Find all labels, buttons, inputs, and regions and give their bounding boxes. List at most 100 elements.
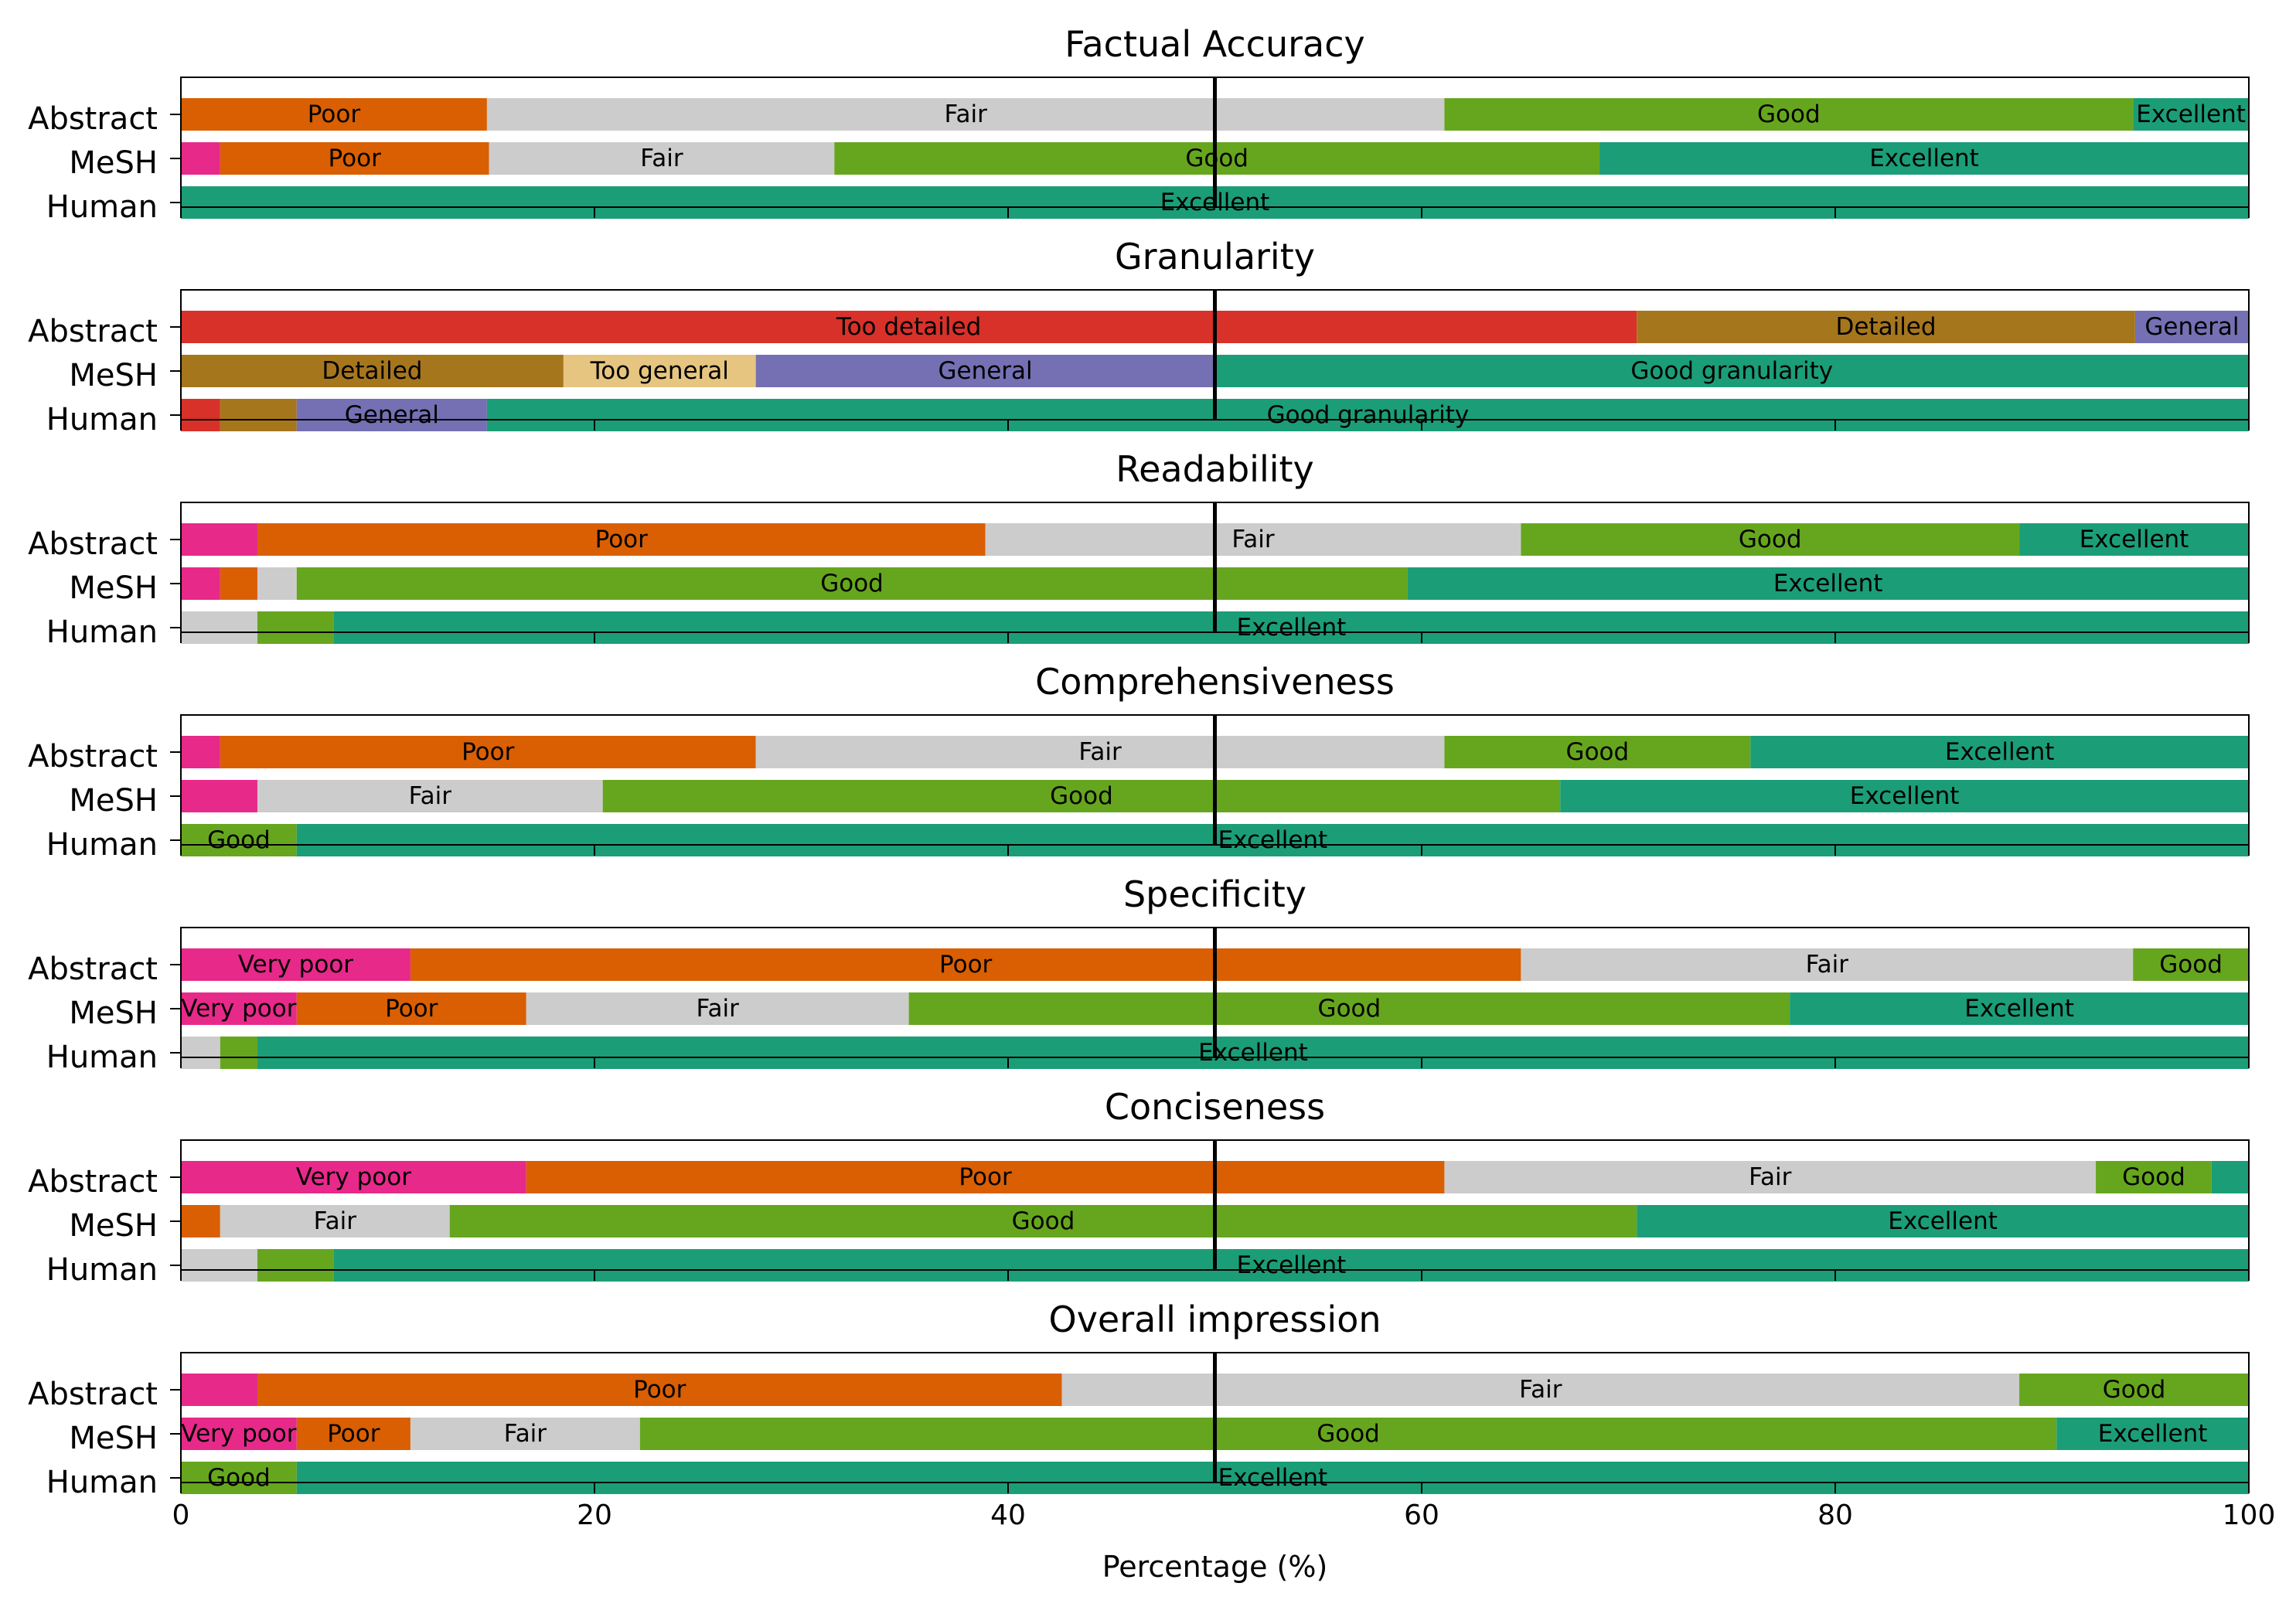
segment-label: Good <box>820 570 884 597</box>
row-label: MeSH <box>69 783 158 819</box>
bar-fair <box>1061 1374 2020 1406</box>
bar-poor <box>296 992 526 1025</box>
bar-poor <box>220 567 257 600</box>
segment-label: Good <box>1012 1207 1075 1235</box>
segment-label: Excellent <box>1773 570 1883 597</box>
segment-label: Poor <box>385 995 438 1023</box>
segment-label: General <box>2144 313 2239 341</box>
bar-excellent <box>333 611 2250 644</box>
x-tick-label: 0 <box>172 1500 190 1531</box>
bar-good <box>2019 1374 2249 1406</box>
x-axis-label: Percentage (%) <box>1102 1550 1328 1584</box>
bar-fair <box>489 142 835 175</box>
segment-label: Poor <box>633 1376 686 1404</box>
bar-good <box>296 567 1408 600</box>
bar-very-poor <box>181 736 220 768</box>
bar-good <box>257 611 334 644</box>
segment-label: Poor <box>329 145 382 172</box>
segment-label: Excellent <box>1237 614 1347 642</box>
bar-detailed <box>1637 311 2135 343</box>
bar-poor <box>257 523 986 556</box>
row-label: Abstract <box>28 1377 158 1412</box>
bar-excellent <box>333 1249 2250 1282</box>
segment-label: Poor <box>327 1420 380 1448</box>
row-label: Human <box>46 827 158 863</box>
bar-too-general <box>563 355 756 387</box>
row-label: MeSH <box>69 1421 158 1456</box>
panel-title: Overall impression <box>1048 1299 1381 1340</box>
segment-label: General <box>345 401 439 429</box>
bar-fair <box>486 98 1445 131</box>
bar-excellent <box>1407 567 2249 600</box>
bar-very-poor <box>181 1161 526 1193</box>
segment-label: Fair <box>944 100 987 128</box>
segment-label: Very poor <box>181 1420 296 1448</box>
bar-fair <box>755 736 1445 768</box>
segment-label: Excellent <box>2136 100 2246 128</box>
segment-label: Good granularity <box>1267 401 1470 429</box>
bar-excellent <box>2056 1418 2249 1450</box>
panel-title: Specificity <box>1123 873 1306 915</box>
row-label: Human <box>46 1252 158 1288</box>
segment-label: Good <box>207 826 271 854</box>
bar-too-detailed <box>181 399 220 431</box>
panel-title: Granularity <box>1115 236 1315 277</box>
row-label: Abstract <box>28 526 158 562</box>
segment-label: Too detailed <box>836 313 981 341</box>
x-tick-label: 100 <box>2223 1500 2276 1531</box>
bar-excellent <box>2019 523 2249 556</box>
bar-detailed <box>181 355 564 387</box>
segment-label: Excellent <box>1888 1207 1998 1235</box>
row-label: Human <box>46 402 158 437</box>
segment-label: General <box>938 357 1032 385</box>
bar-too-detailed <box>181 311 1637 343</box>
segment-label: Good <box>1739 526 1802 553</box>
bar-general <box>755 355 1215 387</box>
segment-label: Poor <box>959 1163 1012 1191</box>
row-label: MeSH <box>69 358 158 393</box>
bar-very-poor <box>181 567 220 600</box>
bar-fair <box>181 611 257 644</box>
bar-very-poor <box>181 142 220 175</box>
segment-label: Excellent <box>1218 1464 1328 1492</box>
bar-detailed <box>220 399 297 431</box>
row-label: MeSH <box>69 1208 158 1244</box>
bar-excellent <box>1560 780 2249 812</box>
row-label: MeSH <box>69 996 158 1031</box>
segment-label: Good <box>1566 738 1630 766</box>
segment-label: Good <box>1050 782 1113 810</box>
bar-good <box>449 1205 1637 1237</box>
panel-title: Readability <box>1116 448 1314 490</box>
bar-excellent <box>257 1037 2249 1069</box>
row-label: Human <box>46 614 158 650</box>
segment-label: Fair <box>1519 1376 1562 1404</box>
row-label: Abstract <box>28 739 158 774</box>
bar-poor <box>220 142 489 175</box>
bar-good <box>639 1418 2057 1450</box>
bar-good <box>257 1249 334 1282</box>
bar-very-poor <box>181 992 297 1025</box>
bar-fair <box>985 523 1521 556</box>
row-label: MeSH <box>69 570 158 606</box>
segment-label: Poor <box>308 100 361 128</box>
row-label: Abstract <box>28 1164 158 1200</box>
segment-label: Excellent <box>1869 145 1979 172</box>
bar-fair <box>526 992 909 1025</box>
row-label: Human <box>46 1465 158 1500</box>
segment-label: Good <box>2159 951 2223 979</box>
bar-good <box>602 780 1561 812</box>
segment-label: Excellent <box>1945 738 2055 766</box>
bar-poor <box>296 1418 410 1450</box>
bar-excellent <box>2133 98 2249 131</box>
bar-fair <box>181 1249 257 1282</box>
bar-good-granularity <box>1214 355 2249 387</box>
bar-excellent <box>2211 1161 2249 1193</box>
bar-fair <box>257 567 297 600</box>
bar-poor <box>220 736 756 768</box>
x-tick-label: 60 <box>1404 1500 1439 1531</box>
segment-label: Detailed <box>322 357 422 385</box>
bar-very-poor <box>181 780 257 812</box>
segment-label: Fair <box>1231 526 1275 553</box>
segment-label: Fair <box>314 1207 357 1235</box>
segment-label: Good <box>2122 1163 2185 1191</box>
